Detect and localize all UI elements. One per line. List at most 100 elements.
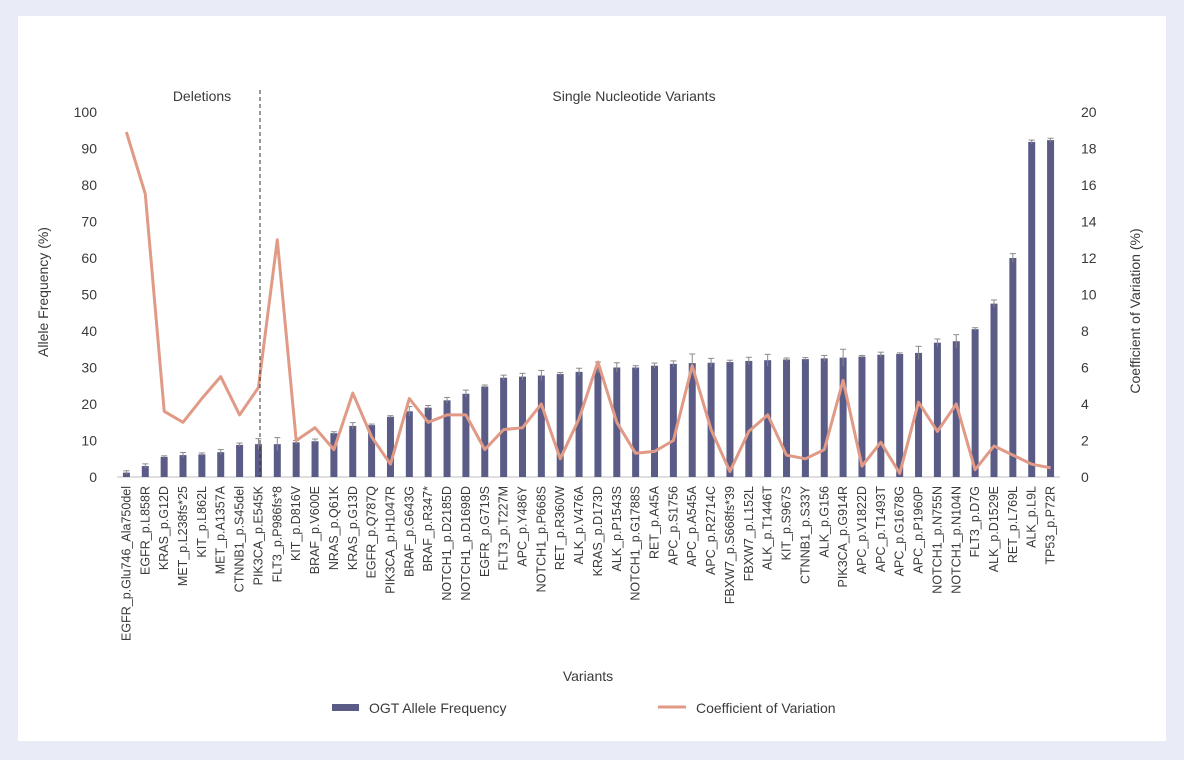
bar — [311, 441, 319, 477]
x-tick-label: FBXW7_p.L152L — [742, 486, 756, 581]
bar — [594, 367, 602, 477]
bar — [707, 362, 715, 477]
x-tick-label: NRAS_p.Q61K — [327, 485, 341, 570]
x-tick-label: ALK_p.L9L — [1025, 486, 1039, 548]
bar — [933, 342, 941, 477]
y2-tick-label: 4 — [1081, 396, 1089, 412]
x-tick-label: FLT3_p.T227M — [497, 486, 511, 571]
x-tick-label: APC_p.Y486Y — [515, 485, 529, 566]
x-tick-label: FLT3_p.D7G — [968, 486, 982, 557]
legend-label-line: Coefficient of Variation — [696, 700, 836, 716]
x-tick-label: KRAS_p.G12D — [157, 486, 171, 570]
bar — [651, 365, 659, 477]
x-tick-label: NOTCH1_p.D2185D — [440, 486, 454, 601]
y-tick-label: 40 — [81, 323, 97, 339]
x-tick-label: BRAF_p.V600E — [308, 486, 322, 574]
x-tick-label: ALK_p.G156 — [817, 486, 831, 558]
x-tick-label: FLT3_p.P986fs*8 — [270, 486, 284, 582]
y-tick-label: 70 — [81, 214, 97, 230]
y-tick-label: 10 — [81, 433, 97, 449]
x-tick-label: PIK3CA_p.E545K — [251, 485, 265, 585]
bar — [839, 357, 847, 477]
x-tick-label: APC_p.P1960P — [912, 486, 926, 574]
bar — [537, 375, 545, 477]
bar — [990, 303, 998, 477]
bar — [1047, 140, 1055, 477]
x-tick-label: CTNNB1_p.S33Y — [798, 485, 812, 584]
x-tick-label: NOTCH1_p.N755N — [930, 486, 944, 594]
bar — [405, 411, 413, 477]
x-tick-label: NOTCH1_p.P668S — [534, 486, 548, 592]
bar — [349, 425, 357, 477]
bar — [764, 360, 772, 477]
bar — [292, 442, 300, 477]
x-tick-label: KRAS_p.D173D — [591, 486, 605, 576]
bar — [198, 454, 206, 477]
y2-tick-label: 6 — [1081, 360, 1089, 376]
x-tick-label: EGFR_p.L858R — [138, 486, 152, 575]
bar — [726, 362, 734, 477]
y-tick-label: 80 — [81, 177, 97, 193]
bar — [858, 356, 866, 477]
bar — [179, 455, 187, 477]
x-tick-label: EGFR_p.G719S — [478, 486, 492, 577]
bar — [160, 456, 168, 477]
x-tick-label: ALK_p.D1529E — [987, 486, 1001, 572]
x-tick-label: KIT_p.D816V — [289, 485, 303, 561]
legend-swatch-bars — [332, 704, 359, 711]
bar — [1009, 258, 1017, 477]
y-tick-label: 100 — [74, 104, 98, 120]
bar — [368, 425, 376, 477]
bar — [745, 360, 753, 477]
x-tick-label: KIT_p.L862L — [195, 486, 209, 558]
bar — [500, 377, 508, 477]
y2-tick-label: 14 — [1081, 214, 1097, 230]
x-tick-label: RET_p.R360W — [553, 486, 567, 570]
x-tick-label: NOTCH1_p.G1788S — [629, 486, 643, 601]
x-tick-label: MET_p.L238fs*25 — [176, 486, 190, 586]
bar — [575, 371, 583, 477]
y2-tick-label: 16 — [1081, 177, 1097, 193]
y-tick-label: 90 — [81, 141, 97, 157]
cv-line — [124, 131, 1051, 475]
y-tick-label: 20 — [81, 396, 97, 412]
section-label-snv: Single Nucleotide Variants — [552, 88, 715, 104]
allele-frequency-chart: 010203040506070809010002468101214161820 … — [35, 88, 1143, 716]
bar — [236, 444, 244, 477]
bar — [877, 354, 885, 477]
bar — [971, 329, 979, 477]
legend: OGT Allele Frequency Coefficient of Vari… — [332, 700, 836, 716]
y-axis-title: Allele Frequency (%) — [35, 227, 51, 357]
bar — [254, 444, 262, 477]
x-axis-title: Variants — [563, 668, 613, 684]
bar — [783, 359, 791, 477]
x-tick-label: BRAF_p.R347* — [421, 486, 435, 572]
bar — [1028, 141, 1036, 477]
y2-tick-label: 2 — [1081, 433, 1089, 449]
x-tick-label: RET_p.L769L — [1006, 486, 1020, 563]
chart-panel: 0 10 20 30 40 50 60 70 80 90 100 0 2 4 6 8 10 12 14 16 18 20 … — [18, 16, 1166, 741]
y2-tick-label: 12 — [1081, 250, 1097, 266]
x-tick-label: EGFR_p.Glu746_Ala750del — [119, 486, 133, 641]
x-tick-label: FBXW7_p.S668fs*39 — [723, 486, 737, 604]
x-tick-label: NOTCH1_p.N104N — [949, 486, 963, 594]
bar — [330, 433, 338, 477]
bar — [669, 363, 677, 477]
x-tick-label: CTNNB1_p.S45del — [233, 486, 247, 592]
y2-tick-label: 10 — [1081, 287, 1097, 303]
x-tick-label: EGFR_p.Q787Q — [365, 486, 379, 579]
bar — [820, 358, 828, 477]
x-tick-label: APC_p.T1493T — [874, 486, 888, 573]
y-tick-label: 30 — [81, 360, 97, 376]
bar — [896, 353, 904, 477]
bar — [462, 393, 470, 477]
x-tick-label: APC_p.V1822D — [855, 486, 869, 574]
x-tick-label: ALK_p.T1446T — [761, 486, 775, 570]
bar — [801, 359, 809, 477]
bar — [217, 452, 225, 477]
x-tick-label: NOTCH1_p.D1698D — [459, 486, 473, 601]
bar — [122, 472, 130, 477]
x-tick-label: APC_p.A545A — [685, 485, 699, 566]
y2-tick-label: 0 — [1081, 469, 1089, 485]
x-tick-label: APC_p.S1756 — [666, 486, 680, 565]
